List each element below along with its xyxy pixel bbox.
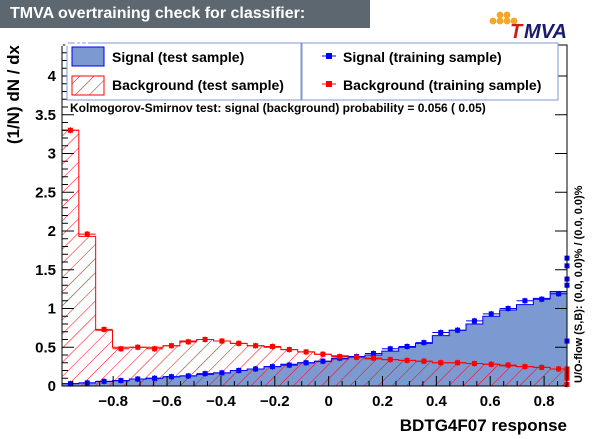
signal-train-point [230, 367, 248, 374]
background-train-point [331, 353, 349, 360]
chart-title: TMVA overtraining check for classifier: … [0, 0, 370, 50]
signal-train-point [466, 317, 483, 324]
x-tick-label: 0.2 [372, 393, 393, 410]
background-train-point [516, 363, 534, 370]
signal-train-point [550, 290, 567, 297]
signal-train-point [95, 378, 113, 385]
x-tick-label: 0.6 [480, 393, 501, 410]
signal-train-point [129, 376, 147, 383]
background-train-point [466, 360, 483, 367]
signal-train-point [398, 343, 416, 350]
legend-label-signal-test: Signal (test sample) [112, 49, 244, 65]
signal-train-point [146, 375, 163, 382]
background-train-point [264, 343, 281, 350]
ks-test-text: Kolmogorov-Smirnov test: signal (backgro… [70, 101, 486, 115]
legend-label-background-test: Background (test sample) [112, 77, 284, 93]
signal-train-point [196, 370, 214, 377]
tmva-logo: T MVA [489, 11, 567, 42]
background-train-point [432, 359, 450, 366]
signal-train-point [432, 329, 450, 336]
background-train-point [196, 336, 214, 343]
signal-train-point [179, 372, 197, 379]
y-tick-label: 4 [48, 68, 57, 85]
y-tick-label: 3 [48, 146, 56, 163]
signal-train-point [297, 359, 315, 366]
legend-swatch-signal-test [71, 46, 105, 67]
signal-train-point [499, 305, 517, 312]
background-train-point [129, 344, 147, 351]
signal-train-point [280, 362, 298, 369]
background-train-point [314, 351, 332, 358]
background-train-point [381, 356, 399, 363]
signal-train-point [163, 373, 180, 380]
background-train-point [499, 362, 517, 369]
legend-marker-signal-train [322, 53, 336, 59]
signal-train-point [247, 365, 264, 372]
background-train-point [247, 342, 264, 349]
signal-train-point [78, 379, 96, 386]
signal-train-point [415, 339, 433, 346]
y-tick-label: 2 [48, 223, 56, 240]
y-tick-label: 0.5 [35, 339, 56, 356]
x-tick-label: −0.6 [152, 393, 182, 410]
y-tick-label: 1.5 [35, 262, 56, 279]
x-tick-label: −0.2 [260, 393, 290, 410]
x-tick-label: −0.8 [98, 393, 128, 410]
legend-box-training [301, 42, 559, 101]
x-tick-label: −0.4 [206, 393, 236, 410]
background-train-point [365, 355, 382, 362]
legend: Signal (test sample) Background (test sa… [66, 42, 559, 101]
signal-train-point [112, 377, 130, 384]
legend-label-background-train: Background (training sample) [343, 77, 541, 93]
y-tick-label: 1 [48, 301, 56, 318]
x-tick-label: 0.8 [534, 393, 555, 410]
legend-marker-background-train [322, 81, 336, 87]
background-train-point [112, 345, 130, 352]
signal-train-point [314, 358, 332, 365]
signal-train-point [449, 327, 466, 334]
overflow-text: U/O-flow (S,B): (0.0, 0.0)% / (0.0, 0.0)… [573, 185, 585, 383]
background-train-point [95, 326, 113, 333]
background-train-point [78, 231, 96, 238]
background-train-point [230, 340, 248, 347]
background-train-point [398, 357, 416, 364]
background-train-point [415, 358, 433, 365]
legend-label-signal-train: Signal (training sample) [343, 49, 502, 65]
background-train-point [163, 342, 180, 349]
logo-mva: MVA [524, 21, 567, 42]
signal-train-point [381, 345, 399, 352]
signal-train-point [482, 310, 500, 317]
signal-train-point [213, 369, 231, 376]
x-tick-label: 0.4 [426, 393, 448, 410]
background-train-point [280, 346, 298, 353]
x-tick-label: 0 [324, 393, 332, 410]
signal-train-point [533, 296, 551, 303]
background-train-point [449, 359, 466, 366]
background-train-point [179, 338, 197, 345]
background-train-point [482, 361, 500, 368]
background-train-point [297, 348, 315, 355]
y-axis-title: (1/N) dN / dx [4, 44, 23, 144]
background-train-point [213, 338, 231, 345]
y-tick-label: 3.5 [35, 107, 56, 124]
background-train-point [533, 364, 551, 371]
signal-train-point [264, 363, 281, 370]
background-train-point [146, 345, 163, 352]
legend-box [66, 42, 302, 101]
background-train-point [550, 365, 567, 372]
signal-train-point [516, 297, 534, 304]
background-train-point [348, 354, 365, 361]
y-tick-label: 0 [48, 378, 56, 395]
logo-t: T [510, 21, 524, 42]
legend-swatch-background-test [71, 75, 105, 96]
y-tick-label: 2.5 [35, 184, 56, 201]
x-axis-title: BDTG4F07 response [400, 416, 567, 435]
